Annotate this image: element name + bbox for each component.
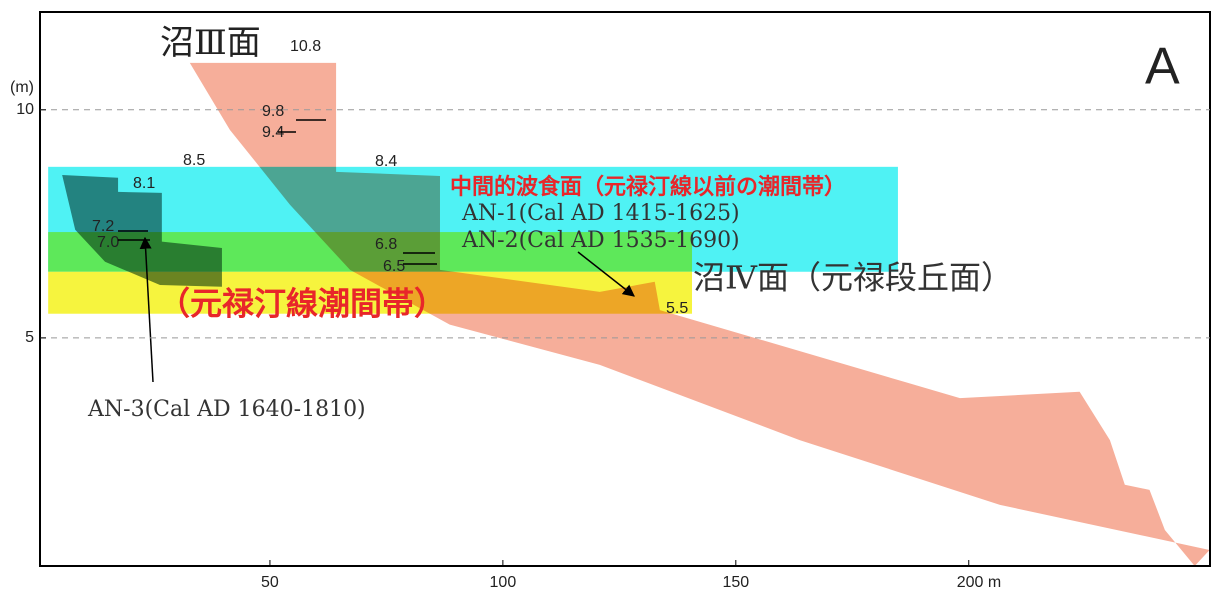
annotation: AN-3(Cal AD 1640-1810) <box>87 397 366 422</box>
annotation: （元禄汀線潮間帯） <box>158 285 446 323</box>
spot-height: 5.5 <box>666 300 688 317</box>
spot-height: 8.5 <box>183 152 205 169</box>
annotation: 沼Ⅳ面（元禄段丘面） <box>693 259 1013 297</box>
x-tick-label: 150 <box>722 574 749 591</box>
spot-height: 9.8 <box>262 103 284 120</box>
y-tick-label: 10 <box>16 101 34 118</box>
annotation: 中間的波食面（元禄汀線以前の潮間帯） <box>450 174 846 200</box>
spot-height: 7.2 <box>92 218 114 235</box>
spot-height: 8.4 <box>375 153 397 170</box>
spot-height: 8.1 <box>133 175 155 192</box>
annotation: AN-1(Cal AD 1415-1625) <box>461 201 740 226</box>
chart-title: 沼Ⅲ面 <box>160 23 261 63</box>
x-tick-label: 50 <box>261 574 279 591</box>
spot-height: 6.8 <box>375 236 397 253</box>
x-tick-label: 200 m <box>957 574 1001 591</box>
y-axis-label: (m) <box>10 79 34 96</box>
chart: 沼Ⅲ面 A (m) 中間的波食面（元禄汀線以前の潮間帯） AN-1(Cal AD… <box>0 0 1216 594</box>
x-tick-label: 100 <box>490 574 517 591</box>
y-tick-label: 5 <box>25 329 34 346</box>
panel-label: A <box>1145 38 1180 96</box>
spot-height: 6.5 <box>383 258 405 275</box>
spot-height: 10.8 <box>290 38 321 55</box>
annotation: AN-2(Cal AD 1535-1690) <box>461 228 740 253</box>
spot-height: 7.0 <box>97 234 119 251</box>
